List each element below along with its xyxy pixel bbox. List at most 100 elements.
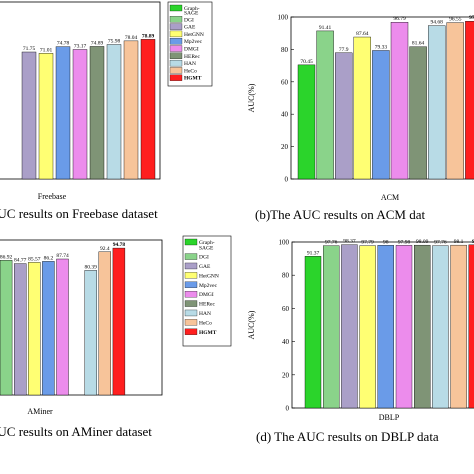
bar-value-label: 97.98: [398, 239, 411, 245]
bar-value-label: 78.89: [142, 33, 155, 39]
bar-value-label: 73.17: [74, 43, 87, 49]
x-axis-label: DBLP: [379, 413, 400, 422]
legend-swatch: [169, 4, 183, 12]
legend-swatch: [169, 67, 183, 74]
legend-label: Graph-: [199, 240, 215, 246]
legend-label: Graph-: [184, 6, 200, 12]
legend-swatch: [184, 238, 198, 246]
y-tick-label: 0: [285, 176, 289, 184]
bar-heco: [98, 251, 112, 396]
legend-swatch: [169, 38, 183, 45]
legend-bottom: Graph-SAGE DGI GAE HetGNN Mp2vec DMGI HERec HAN…: [182, 235, 232, 347]
bar-mp2vec: [42, 261, 55, 396]
legend-swatch: [169, 59, 183, 67]
bar-gae: [13, 263, 27, 396]
bar-value-label: 77.9: [339, 47, 349, 53]
legend-label: HeCo: [199, 320, 212, 326]
bar-value-label: 94.78: [113, 242, 126, 248]
legend-swatch: [184, 300, 198, 307]
legend-swatch: [169, 45, 183, 52]
bar-hetgnn: [38, 53, 54, 180]
y-axis-label: AUC(%): [247, 310, 256, 339]
bar-dgi: [316, 30, 334, 180]
bar-gae: [335, 52, 353, 180]
bar-hgmt: [140, 39, 156, 180]
bar-hgmt: [465, 21, 474, 180]
legend-swatch: [169, 52, 183, 59]
bar-value-label: 74.89: [91, 40, 104, 46]
legend-label: HeCo: [184, 68, 197, 74]
y-tick-label: 100: [278, 14, 289, 22]
legend-label: HERec: [199, 302, 215, 308]
bar-value-label: 71.75: [23, 46, 36, 52]
bar-value-label: 70.45: [300, 59, 313, 65]
bar-value-label: 85.57: [28, 256, 41, 262]
bar-dmgi: [56, 258, 69, 396]
panel-caption: AUC results on AMiner dataset: [0, 424, 152, 439]
legend-swatch: [169, 16, 183, 23]
bar-value-label: 78.04: [125, 35, 138, 41]
y-tick-label: 0: [286, 405, 290, 413]
legend-swatch: [169, 30, 183, 38]
bar-gae: [21, 51, 37, 180]
bar-hetgnn: [359, 245, 376, 409]
legend-swatch: [184, 262, 198, 270]
legend-label: HetGNN: [184, 32, 204, 38]
bar-dmgi: [390, 22, 409, 180]
bar-value-label: 94.68: [431, 20, 444, 26]
y-tick-label: 80: [281, 46, 289, 54]
legend-label: DMGI: [184, 47, 199, 53]
x-axis-label: AMiner: [27, 407, 53, 416]
bar-value-label: 97.4: [469, 15, 474, 21]
bar-value-label: 98.3: [472, 239, 474, 245]
bar-mp2vec: [377, 245, 394, 409]
bar-dmgi: [395, 245, 413, 409]
y-tick-label: 60: [281, 78, 289, 86]
legend-label: Mp2vec: [184, 39, 203, 45]
legend-label: GAE: [184, 25, 196, 31]
y-tick-label: 20: [282, 371, 290, 379]
bar-herec: [409, 46, 427, 180]
chart-panel-4: 0 20 40 60 80 100 AUC(%) 91.37 97.76 98.37 97.79 98…: [247, 239, 474, 444]
y-tick-label: 100: [279, 239, 290, 247]
bar-value-label: 86.2: [44, 255, 54, 261]
bar-dgi: [323, 245, 340, 409]
bar-hetgnn: [28, 262, 41, 396]
bar-graph-sage: [297, 64, 316, 180]
panel-caption: (b)The AUC results on ACM dat: [255, 207, 425, 222]
bar-value-label: 75.98: [108, 39, 121, 45]
bar-heco: [450, 244, 467, 409]
bar-value-label: 79.33: [375, 44, 388, 50]
legend-swatch: [184, 328, 198, 335]
chart-panel-2: 0 20 40 60 80 100 AUC(%) 70.45 91.41 77.9 87.64 79.…: [247, 14, 474, 222]
bar-han: [84, 270, 97, 396]
bar-han: [428, 25, 446, 180]
bar-value-label: 97.76: [325, 240, 338, 246]
bar-mp2vec: [372, 50, 390, 180]
legend-label: HAN: [184, 61, 196, 67]
bar-value-label: 81.64: [412, 41, 425, 47]
legend-swatch: [184, 281, 198, 288]
bar-value-label: 80.39: [85, 264, 98, 270]
bar-value-label: 97.79: [361, 240, 374, 246]
legend-swatch: [184, 291, 198, 298]
bar-gae: [341, 244, 358, 409]
bar-value-label: 97.76: [434, 240, 447, 246]
bar-value-label: 92.4: [100, 246, 110, 252]
bar-han: [106, 44, 122, 180]
bar-heco: [446, 22, 464, 180]
legend-label: DGI: [199, 255, 209, 261]
bar-value-label: 74.78: [57, 41, 70, 47]
legend-swatch: [169, 23, 183, 30]
panel-caption: (d) The AUC results on DBLP data: [256, 429, 439, 444]
y-tick-label: 60: [282, 305, 290, 313]
bar-herec: [89, 46, 105, 180]
panel-caption: AUC results on Freebase dataset: [0, 206, 158, 221]
legend-swatch: [184, 309, 198, 317]
bar-value-label: 98.09: [416, 239, 429, 245]
bar-dmgi: [72, 49, 88, 180]
y-tick-label: 40: [281, 111, 289, 119]
